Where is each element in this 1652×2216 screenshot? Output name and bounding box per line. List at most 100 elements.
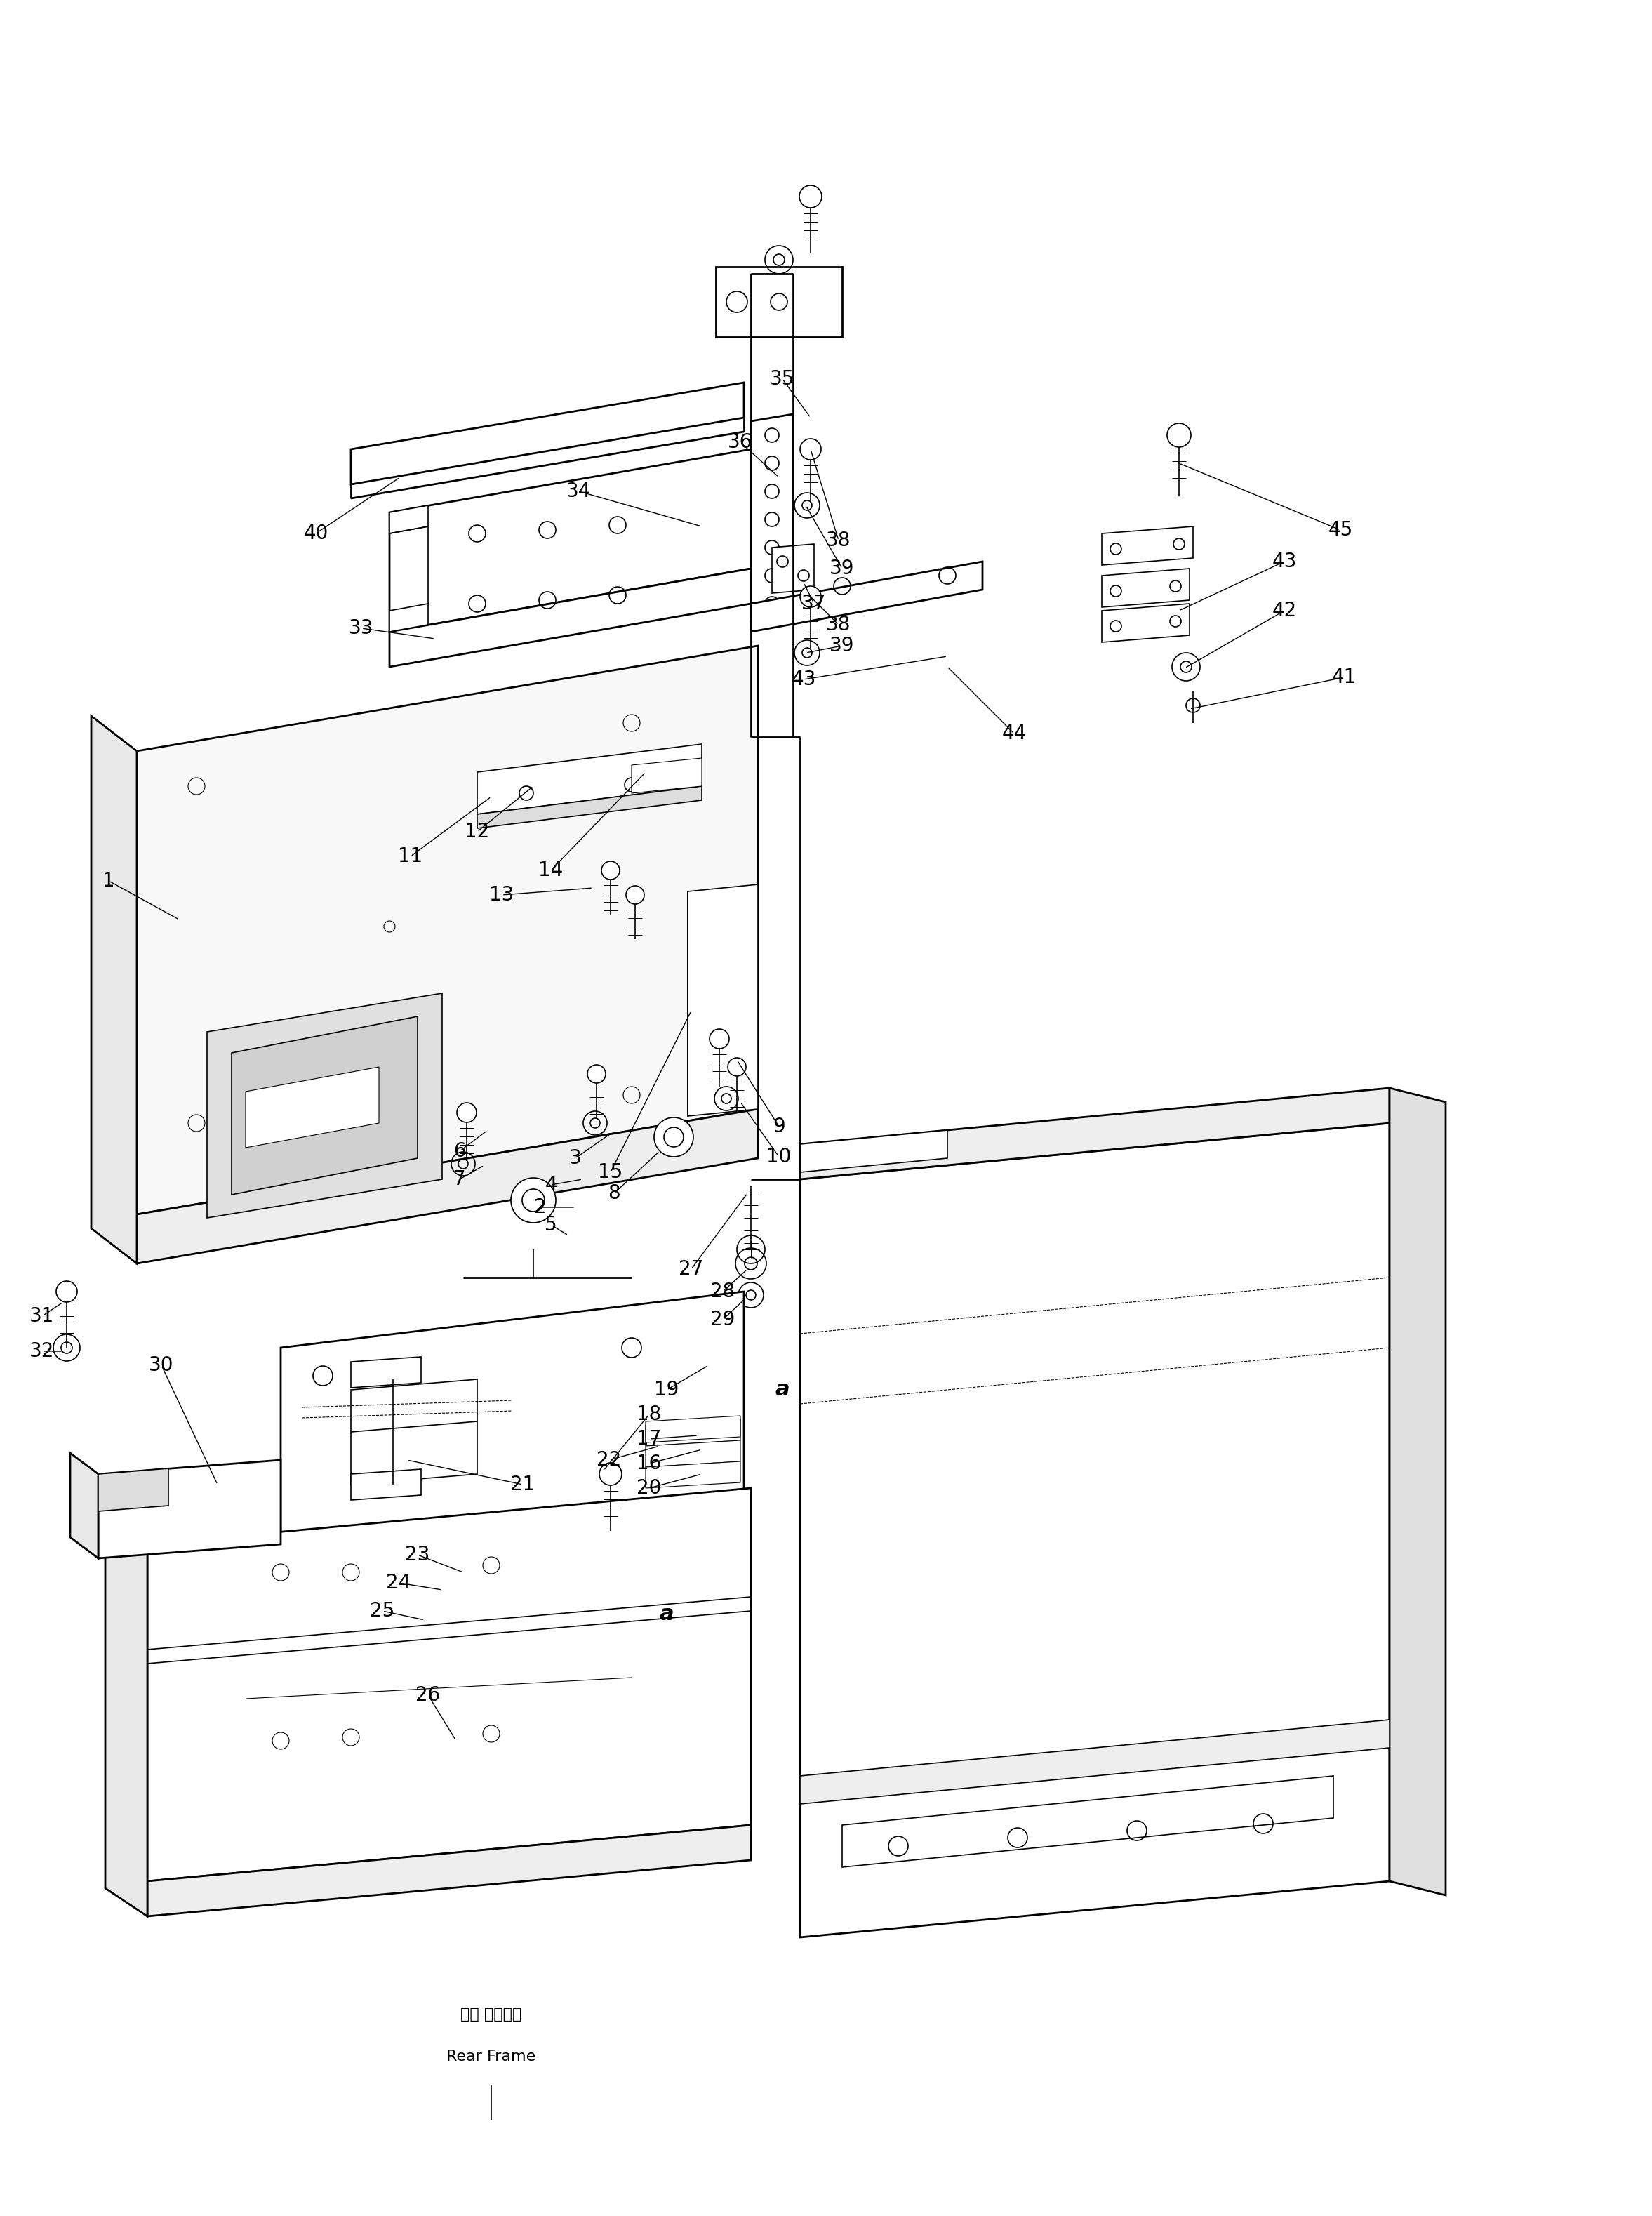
Circle shape	[800, 439, 821, 459]
Polygon shape	[281, 1545, 743, 1635]
Circle shape	[1186, 698, 1199, 714]
Text: Rear Frame: Rear Frame	[446, 2050, 535, 2063]
Text: 44: 44	[1001, 725, 1026, 742]
Text: 34: 34	[567, 481, 591, 501]
Text: 39: 39	[829, 558, 854, 578]
Polygon shape	[246, 1066, 378, 1148]
Polygon shape	[477, 787, 702, 829]
Text: 38: 38	[826, 530, 851, 550]
Text: 9: 9	[773, 1117, 785, 1137]
Text: 42: 42	[1272, 601, 1297, 620]
Text: 5: 5	[545, 1214, 557, 1234]
Polygon shape	[752, 414, 793, 618]
Polygon shape	[91, 716, 137, 1263]
Polygon shape	[97, 1460, 281, 1558]
Text: 4: 4	[545, 1174, 557, 1194]
Text: 2: 2	[534, 1197, 547, 1217]
Text: 10: 10	[767, 1148, 791, 1166]
Circle shape	[588, 1066, 606, 1084]
Polygon shape	[477, 745, 702, 813]
Text: 11: 11	[398, 847, 423, 866]
Polygon shape	[1102, 527, 1193, 565]
Polygon shape	[147, 1826, 752, 1917]
Polygon shape	[800, 1720, 1389, 1804]
Circle shape	[626, 886, 644, 904]
Polygon shape	[752, 561, 983, 632]
Polygon shape	[206, 993, 443, 1219]
Circle shape	[600, 1463, 621, 1485]
Polygon shape	[147, 1489, 752, 1881]
Text: 8: 8	[608, 1183, 620, 1203]
Text: 1: 1	[102, 871, 116, 891]
Text: 32: 32	[30, 1341, 55, 1361]
Text: 20: 20	[636, 1478, 661, 1498]
Circle shape	[800, 186, 821, 208]
Text: 22: 22	[596, 1449, 621, 1469]
Polygon shape	[350, 1469, 421, 1500]
Polygon shape	[137, 645, 758, 1214]
Polygon shape	[1102, 570, 1189, 607]
Text: 36: 36	[729, 432, 753, 452]
Text: 31: 31	[30, 1305, 55, 1325]
Polygon shape	[771, 543, 814, 594]
Polygon shape	[350, 1378, 477, 1485]
Polygon shape	[390, 570, 752, 667]
Text: 26: 26	[416, 1686, 441, 1704]
Polygon shape	[646, 1460, 740, 1489]
Text: 18: 18	[636, 1405, 661, 1425]
Polygon shape	[350, 1356, 421, 1387]
Text: 3: 3	[570, 1148, 582, 1168]
Polygon shape	[631, 758, 702, 793]
Circle shape	[458, 1104, 476, 1121]
Text: 30: 30	[149, 1356, 173, 1376]
Text: 41: 41	[1332, 667, 1356, 687]
Text: 27: 27	[679, 1259, 704, 1279]
Circle shape	[729, 1057, 747, 1077]
Text: 25: 25	[370, 1602, 395, 1620]
Polygon shape	[646, 1416, 740, 1443]
Circle shape	[654, 1117, 694, 1157]
Circle shape	[800, 585, 821, 607]
Text: 16: 16	[636, 1454, 661, 1474]
Circle shape	[56, 1281, 78, 1303]
Polygon shape	[687, 884, 758, 1117]
Text: リヤ フレーム: リヤ フレーム	[461, 2008, 522, 2021]
Text: 37: 37	[801, 594, 826, 614]
Text: 7: 7	[454, 1170, 466, 1190]
Polygon shape	[390, 450, 752, 632]
Text: 29: 29	[710, 1310, 735, 1330]
Text: 23: 23	[405, 1545, 430, 1564]
Text: 6: 6	[454, 1141, 466, 1161]
Text: 43: 43	[791, 669, 816, 689]
Text: 39: 39	[829, 636, 854, 656]
Text: 43: 43	[1272, 552, 1297, 572]
Text: 21: 21	[510, 1476, 535, 1494]
Circle shape	[601, 862, 620, 880]
Circle shape	[737, 1234, 765, 1263]
Text: 15: 15	[598, 1163, 623, 1181]
Polygon shape	[843, 1775, 1333, 1868]
Polygon shape	[106, 1516, 147, 1917]
Text: 14: 14	[539, 860, 563, 880]
Polygon shape	[281, 1292, 743, 1600]
Polygon shape	[646, 1418, 740, 1447]
Polygon shape	[646, 1440, 740, 1467]
Polygon shape	[800, 1124, 1389, 1937]
Polygon shape	[390, 603, 428, 632]
Polygon shape	[69, 1454, 97, 1558]
Polygon shape	[350, 383, 743, 485]
Polygon shape	[800, 1130, 947, 1172]
Text: 38: 38	[826, 614, 851, 634]
Polygon shape	[390, 505, 428, 534]
Text: 45: 45	[1328, 521, 1353, 541]
Polygon shape	[800, 1088, 1389, 1179]
Text: 24: 24	[387, 1573, 411, 1593]
Polygon shape	[137, 1108, 758, 1263]
Text: a: a	[775, 1381, 790, 1401]
Polygon shape	[715, 266, 843, 337]
Polygon shape	[231, 1017, 418, 1194]
Circle shape	[1166, 423, 1191, 448]
Polygon shape	[97, 1469, 169, 1511]
Circle shape	[510, 1179, 555, 1223]
Text: 17: 17	[636, 1429, 661, 1449]
